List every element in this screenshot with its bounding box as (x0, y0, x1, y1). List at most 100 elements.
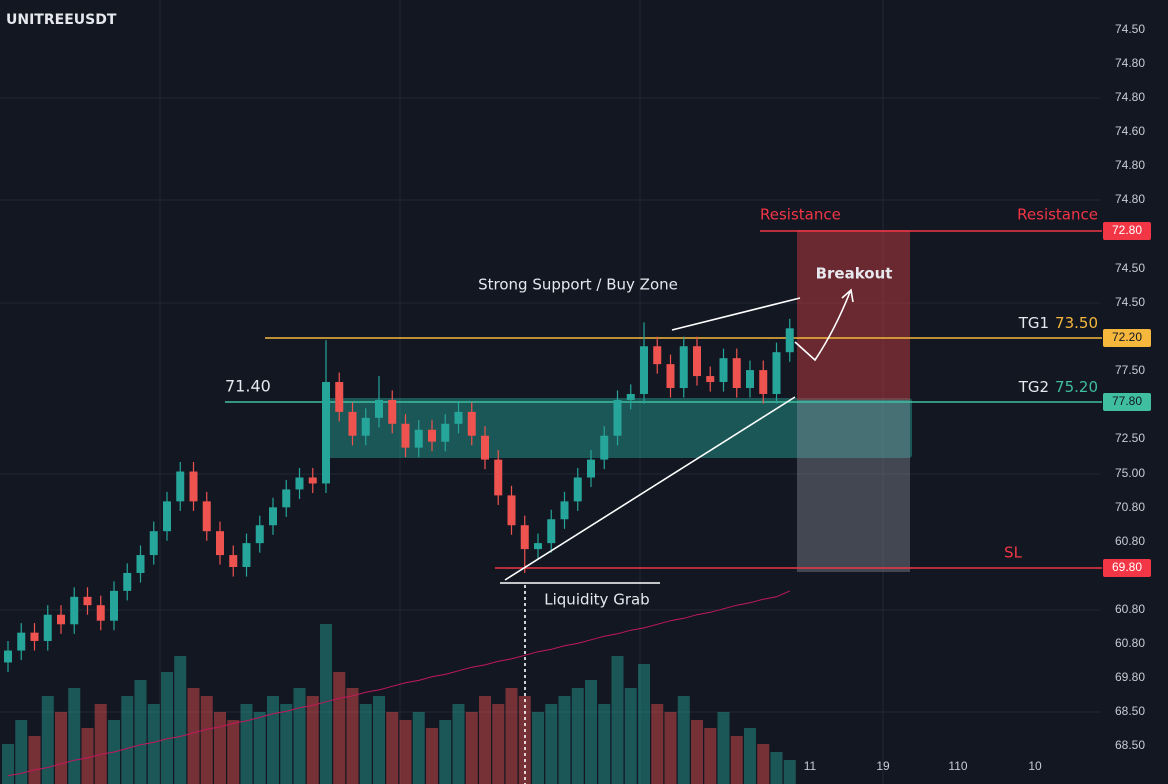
candle-body (666, 364, 675, 388)
candle-body (4, 650, 12, 663)
candle-body (785, 328, 794, 353)
candle-body (375, 399, 383, 418)
candle-body (600, 435, 609, 460)
volume-bar (28, 736, 41, 784)
candle-body (732, 358, 741, 388)
candle-body (149, 531, 158, 556)
candle-body (401, 423, 410, 448)
candle-body (70, 596, 79, 625)
candle-body (388, 399, 397, 424)
volume-bar (691, 720, 703, 784)
volume-bar (227, 720, 240, 784)
volume-bar (81, 728, 94, 784)
volume-bar (293, 688, 306, 784)
candle-body (361, 417, 370, 436)
candle-body (282, 489, 291, 508)
candle-body (467, 411, 476, 436)
candle-body (520, 525, 529, 550)
price-tag (1103, 329, 1151, 347)
volume (2, 624, 796, 784)
candle-body (308, 477, 317, 484)
candle-body (57, 614, 65, 625)
level-name: Resistance (760, 206, 841, 224)
drawings (500, 288, 854, 784)
volume-bar (94, 704, 107, 784)
candle-body (534, 543, 542, 550)
volume-bar (426, 728, 438, 784)
volume-bar (571, 688, 584, 784)
volume-bar (15, 720, 28, 784)
candle-body (640, 346, 648, 394)
volume-bar (240, 704, 253, 784)
volume-bar (214, 712, 226, 784)
price-tag-text: 72.80 (1112, 223, 1142, 237)
volume-bar (134, 680, 147, 784)
candle-body (746, 370, 754, 388)
volume-bar (730, 736, 743, 784)
volume-bar (505, 688, 518, 784)
candle-body (706, 376, 715, 383)
volume-bar (664, 712, 677, 784)
candle-body (242, 543, 251, 567)
volume-bar (174, 656, 187, 784)
candle-body (613, 399, 622, 436)
volume-bar (68, 688, 81, 784)
volume-bar (677, 696, 690, 784)
candle-body (189, 471, 198, 502)
level-name-right: Resistance (1017, 206, 1098, 224)
candle-body (679, 346, 688, 388)
volume-bar (757, 744, 770, 784)
candle-body (759, 370, 768, 394)
levels: 72.80 Resistance Resistance 72.20 TG1 73.50 77… (225, 206, 1151, 577)
candle-body (719, 358, 728, 383)
candle-body (573, 477, 582, 502)
price-label: 69.80 (1115, 670, 1145, 684)
volume-bar (465, 712, 478, 784)
volume-bar (585, 680, 597, 784)
price-label: 72.50 (1115, 431, 1145, 445)
volume-bar (200, 696, 213, 784)
price-label: 60.80 (1115, 636, 1145, 650)
candle-body (30, 632, 39, 641)
candles (4, 318, 794, 673)
candle-body (335, 382, 344, 412)
level-name: TG2 (1018, 378, 1049, 396)
price-axis: 74.50 74.80 74.80 74.60 74.80 74.80 74.50 74.50… (804, 22, 1146, 773)
volume-bar (399, 720, 412, 784)
candle-body (163, 501, 171, 532)
volume-bar (253, 712, 266, 784)
volume-bar (412, 712, 425, 784)
price-tag-text: 69.80 (1112, 560, 1142, 574)
price-label: 68.50 (1115, 704, 1145, 718)
volume-bar (267, 696, 279, 784)
candle-body (481, 435, 489, 460)
price-tag (1103, 559, 1151, 577)
level-label: TG1 73.50 (1018, 314, 1098, 332)
volume-bar (386, 712, 399, 784)
price-label: 68.50 (1115, 738, 1145, 752)
candle-body (229, 555, 238, 567)
candle-body (123, 572, 132, 591)
candle-body (255, 525, 264, 544)
price-label: 60.80 (1115, 534, 1145, 548)
level-name: SL (1004, 544, 1023, 562)
candle-body (176, 471, 185, 502)
time-label: 10 (1028, 759, 1042, 773)
candle-body (547, 519, 556, 544)
time-label: 19 (876, 759, 890, 773)
candle-body (216, 531, 224, 556)
volume-bar (187, 688, 200, 784)
candle-body (587, 459, 595, 478)
time-label: 11 (804, 759, 817, 773)
volume-bar (359, 704, 372, 784)
candle-body (772, 352, 781, 394)
volume-bar (624, 688, 637, 784)
volume-bar (598, 704, 611, 784)
volume-bar (717, 712, 730, 784)
volume-bar (651, 704, 664, 784)
price-label: 70.80 (1115, 500, 1145, 514)
candle-body (96, 605, 105, 621)
candle-body (83, 596, 92, 606)
price-label: 60.80 (1115, 602, 1145, 616)
liquidity-label: Liquidity Grab (544, 591, 649, 609)
